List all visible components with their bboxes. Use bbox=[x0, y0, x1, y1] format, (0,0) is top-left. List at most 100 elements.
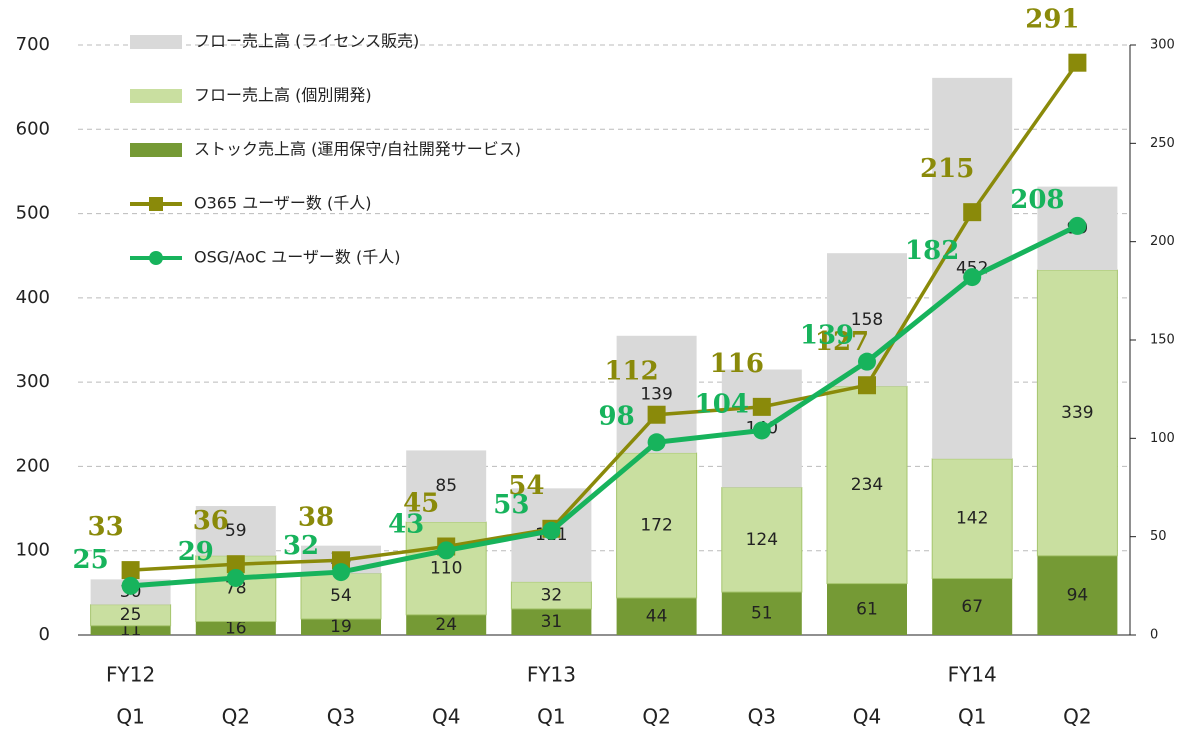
y-tick-label: 700 bbox=[16, 34, 50, 55]
x-tick-label: Q2 bbox=[1063, 705, 1091, 729]
y-tick-label: 100 bbox=[16, 540, 50, 561]
point-label: 36 bbox=[193, 506, 229, 536]
bar-segment bbox=[1037, 555, 1118, 635]
x-tick-label: Q4 bbox=[432, 705, 460, 729]
legend-swatch bbox=[130, 89, 182, 103]
segment-label: 124 bbox=[746, 530, 778, 550]
segment-label: 158 bbox=[851, 310, 883, 330]
point-label: 45 bbox=[403, 489, 439, 519]
y-tick-label: 600 bbox=[16, 118, 50, 139]
y-tick-label: 200 bbox=[16, 455, 50, 476]
marker bbox=[1068, 53, 1087, 72]
line bbox=[130, 61, 1079, 572]
bar-segment bbox=[511, 608, 592, 635]
marker bbox=[858, 376, 876, 395]
segment-label: 16 bbox=[225, 618, 247, 638]
segment-label: 54 bbox=[330, 586, 352, 606]
y-tick-label: 300 bbox=[16, 371, 50, 392]
legend-swatch bbox=[130, 35, 182, 49]
bar-segment bbox=[721, 592, 802, 635]
x-tick-label: Q1 bbox=[116, 705, 144, 729]
point-label: 29 bbox=[178, 537, 214, 567]
group-label: FY13 bbox=[527, 663, 576, 687]
segment-label: 25 bbox=[120, 605, 142, 625]
marker bbox=[332, 563, 350, 582]
point-label: 54 bbox=[508, 471, 544, 501]
point-label: 53 bbox=[493, 490, 529, 520]
legend-label: OSG/AoC ユーザー数 (千人) bbox=[194, 248, 401, 267]
marker bbox=[647, 433, 666, 452]
marker bbox=[647, 405, 666, 424]
point-label: 116 bbox=[710, 349, 764, 379]
y2-tick-label: 250 bbox=[1150, 136, 1175, 151]
segment-label: 59 bbox=[225, 521, 247, 541]
point-label: 139 bbox=[800, 321, 854, 351]
marker bbox=[226, 568, 245, 587]
segment-label: 142 bbox=[956, 509, 988, 529]
bar-segment bbox=[827, 583, 907, 635]
segment-label: 339 bbox=[1061, 403, 1093, 423]
point-label: 38 bbox=[298, 502, 334, 532]
segment-label: 94 bbox=[1067, 585, 1089, 605]
segment-label: 61 bbox=[856, 599, 878, 619]
bar-segment bbox=[195, 506, 276, 556]
legend-label: ストック売上高 (運用保守/自社開発サービス) bbox=[194, 140, 521, 159]
x-tick-label: Q3 bbox=[748, 705, 776, 729]
marker bbox=[752, 397, 771, 416]
segment-label: 172 bbox=[640, 515, 672, 535]
segment-label: 19 bbox=[330, 617, 352, 637]
group-label: FY12 bbox=[106, 663, 155, 687]
marker bbox=[858, 352, 876, 371]
marker bbox=[437, 541, 456, 560]
marker bbox=[121, 576, 140, 595]
line bbox=[130, 223, 1079, 589]
x-tick-label: Q1 bbox=[537, 705, 565, 729]
bar-segment bbox=[932, 578, 1013, 635]
y-tick-label: 0 bbox=[39, 624, 50, 645]
y2-tick-label: 150 bbox=[1150, 333, 1175, 348]
marker bbox=[542, 521, 561, 540]
marker bbox=[1068, 216, 1087, 235]
bar-segment bbox=[616, 597, 697, 635]
bar-segment bbox=[90, 625, 171, 635]
marker bbox=[226, 555, 245, 574]
point-label: 32 bbox=[283, 531, 319, 561]
point-label: 291 bbox=[1025, 5, 1079, 35]
segment-label: 44 bbox=[646, 606, 668, 626]
segment-label: 31 bbox=[541, 612, 563, 632]
bar-segment bbox=[301, 618, 381, 635]
segment-label: 234 bbox=[851, 475, 883, 495]
y2-tick-label: 0 bbox=[1150, 628, 1158, 643]
y2-tick-label: 50 bbox=[1150, 529, 1167, 544]
bar-segment bbox=[406, 450, 487, 523]
point-label: 25 bbox=[73, 545, 109, 575]
point-label: 215 bbox=[920, 154, 974, 184]
segment-label: 110 bbox=[430, 558, 462, 578]
legend-label: フロー売上高 (ライセンス販売) bbox=[194, 32, 419, 51]
point-label: 98 bbox=[599, 401, 635, 431]
point-label: 127 bbox=[815, 327, 869, 357]
point-label: 208 bbox=[1010, 185, 1064, 215]
legend-label: O365 ユーザー数 (千人) bbox=[194, 194, 371, 213]
point-label: 104 bbox=[695, 389, 749, 419]
bar-segment bbox=[90, 604, 172, 627]
y2-tick-label: 300 bbox=[1150, 38, 1175, 53]
segment-label: 139 bbox=[640, 384, 672, 404]
segment-label: 67 bbox=[961, 597, 983, 617]
segment-label: 51 bbox=[751, 604, 773, 624]
bar-segment bbox=[931, 458, 1013, 580]
y2-tick-label: 200 bbox=[1150, 234, 1175, 249]
bar-segment bbox=[826, 385, 908, 585]
x-tick-label: Q1 bbox=[958, 705, 986, 729]
legend-marker bbox=[149, 251, 163, 265]
legend-label: フロー売上高 (個別開発) bbox=[194, 86, 372, 105]
bar-segment bbox=[1036, 269, 1118, 557]
marker bbox=[121, 561, 140, 580]
segment-label: 24 bbox=[435, 615, 457, 635]
legend-swatch bbox=[130, 143, 182, 157]
point-label: 43 bbox=[388, 509, 424, 539]
point-label: 112 bbox=[604, 357, 658, 387]
segment-label: 85 bbox=[435, 476, 457, 496]
group-label: FY14 bbox=[948, 663, 997, 687]
